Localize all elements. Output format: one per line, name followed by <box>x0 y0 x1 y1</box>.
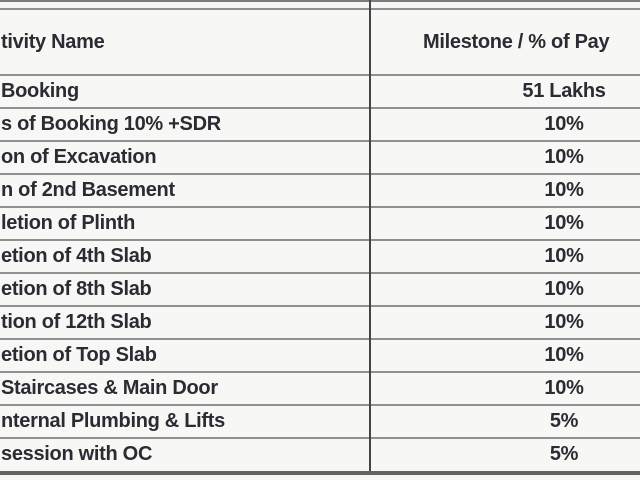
value-cell: 10% <box>544 146 584 168</box>
table-row: letion of Plinth 10% <box>0 208 640 241</box>
value-cell: 10% <box>544 113 584 135</box>
table-row: etion of 4th Slab 10% <box>0 241 640 274</box>
activity-cell: etion of Top Slab <box>1 344 157 366</box>
activity-name-header: tivity Name <box>1 31 105 53</box>
activity-cell: etion of 4th Slab <box>1 245 152 267</box>
activity-cell: Staircases & Main Door <box>1 377 218 399</box>
table-bottom-border <box>0 471 640 475</box>
header-bottom-border <box>0 74 640 76</box>
milestone-header: Milestone / % of Pay <box>423 31 610 53</box>
value-cell: 10% <box>544 344 584 366</box>
table-row: s of Booking 10% +SDR 10% <box>0 109 640 142</box>
value-cell: 5% <box>549 443 579 465</box>
activity-cell: s of Booking 10% +SDR <box>1 113 221 135</box>
table-row: Staircases & Main Door 10% <box>0 373 640 406</box>
activity-cell: tion of 12th Slab <box>1 311 152 333</box>
value-cell: 10% <box>544 245 584 267</box>
value-cell: 10% <box>544 377 584 399</box>
activity-cell: on of Excavation <box>1 146 157 168</box>
activity-cell: nternal Plumbing & Lifts <box>1 410 225 432</box>
top-edge-line <box>0 0 640 2</box>
table-top-border <box>0 8 640 10</box>
table-body: Booking 51 Lakhs s of Booking 10% +SDR 1… <box>0 76 640 472</box>
value-cell: 10% <box>544 179 584 201</box>
value-cell: 10% <box>544 212 584 234</box>
table-row: etion of Top Slab 10% <box>0 340 640 373</box>
table-row: n of 2nd Basement 10% <box>0 175 640 208</box>
activity-cell: letion of Plinth <box>1 212 136 234</box>
activity-cell: etion of 8th Slab <box>1 278 152 300</box>
table-row: on of Excavation 10% <box>0 142 640 175</box>
value-cell: 51 Lakhs <box>522 80 606 102</box>
value-cell: 10% <box>544 311 584 333</box>
table-row: etion of 8th Slab 10% <box>0 274 640 307</box>
activity-cell: Booking <box>1 80 79 102</box>
table-row: Booking 51 Lakhs <box>0 76 640 109</box>
value-cell: 5% <box>549 410 579 432</box>
value-cell: 10% <box>544 278 584 300</box>
activity-cell: n of 2nd Basement <box>1 179 175 201</box>
column-divider <box>369 0 371 472</box>
table-row: nternal Plumbing & Lifts 5% <box>0 406 640 439</box>
table-header-row: tivity Name Milestone / % of Pay <box>0 10 640 74</box>
activity-cell: session with OC <box>1 443 153 465</box>
table-row: tion of 12th Slab 10% <box>0 307 640 340</box>
table-row: session with OC 5% <box>0 439 640 472</box>
